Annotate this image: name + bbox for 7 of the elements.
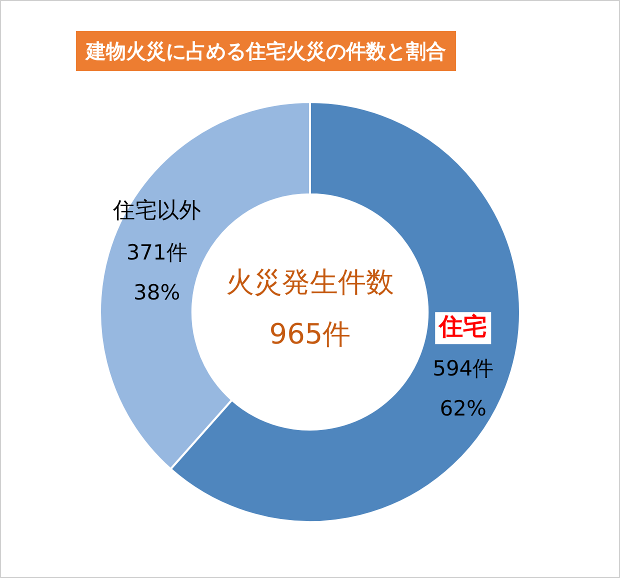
text: 火災発生件数	[226, 265, 394, 298]
slice-label: 住宅	[438, 312, 488, 340]
slice-label: 住宅以外	[112, 198, 201, 224]
text: 965件	[269, 317, 351, 350]
data-label: 371件 38%	[126, 240, 188, 304]
data-label: 594件 62%	[432, 356, 494, 421]
chart-title: 建物火災に占める住宅火災の件数と割合	[76, 31, 456, 71]
